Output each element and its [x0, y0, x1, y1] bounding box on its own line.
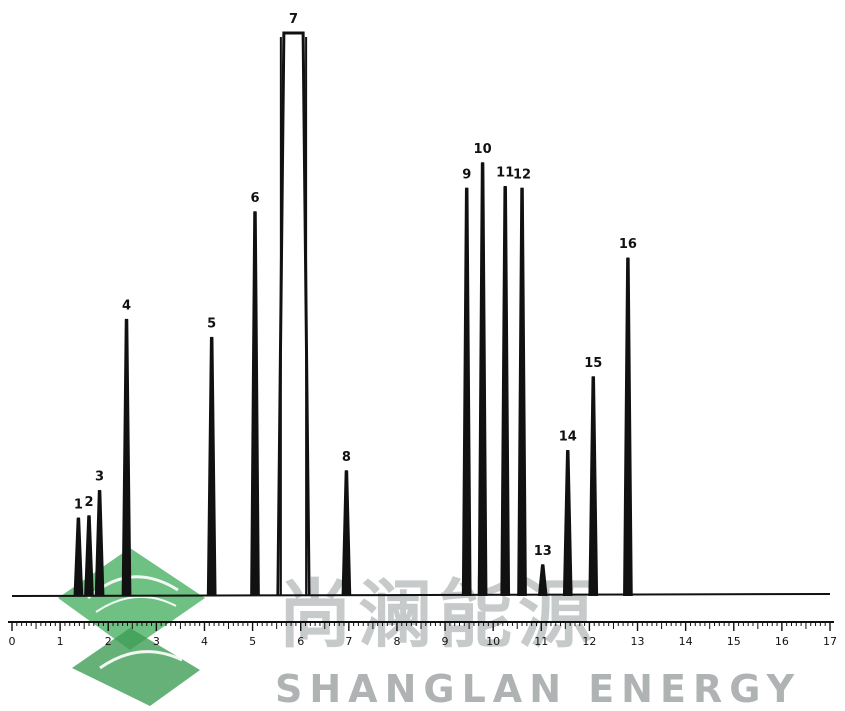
peak-14	[562, 449, 573, 597]
peak-4	[121, 318, 132, 597]
watermark: 尚澜能源 SHANGLAN ENERGY	[58, 548, 801, 711]
x-tick-label: 16	[775, 635, 789, 648]
peak-7	[276, 31, 311, 597]
x-tick-label: 10	[486, 635, 500, 648]
chromatogram-trace	[11, 31, 831, 597]
shanglan-logo-icon	[58, 548, 205, 706]
peak-13	[537, 564, 548, 597]
peak-label-3: 3	[95, 470, 104, 485]
peak-1	[73, 517, 84, 597]
peak-15	[588, 376, 599, 597]
x-tick-label: 14	[679, 635, 693, 648]
peak-11	[500, 185, 511, 597]
peak-label-14: 14	[559, 430, 577, 445]
x-tick-label: 8	[393, 635, 400, 648]
peak-label-11: 11	[496, 166, 514, 181]
x-tick-label: 5	[249, 635, 256, 648]
x-tick-label: 4	[201, 635, 208, 648]
peak-5	[206, 336, 217, 597]
x-tick-label: 6	[297, 635, 304, 648]
x-tick-label: 15	[727, 635, 741, 648]
peak-label-9: 9	[462, 167, 471, 182]
peak-16	[623, 257, 633, 597]
peak-label-4: 4	[122, 299, 131, 314]
peak-label-8: 8	[342, 450, 351, 465]
peak-10	[477, 162, 488, 597]
x-axis: 0 1 2 3 4 5 6 7 8 9 10 11 12 13 14 15 16 17	[8, 621, 837, 648]
baseline	[11, 593, 831, 597]
peak-label-16: 16	[619, 237, 637, 252]
x-tick-label: 17	[823, 635, 837, 648]
peak-label-12: 12	[513, 167, 531, 182]
peak-label-6: 6	[250, 191, 259, 206]
peak-label-13: 13	[534, 544, 552, 559]
peak-label-5: 5	[207, 317, 216, 332]
peak-9	[461, 187, 472, 597]
peak-6	[250, 211, 260, 597]
peak-label-10: 10	[474, 142, 492, 157]
peak-12	[517, 187, 527, 597]
x-tick-label: 0	[9, 635, 16, 648]
x-tick-label: 3	[153, 635, 160, 648]
peak-label-2: 2	[84, 495, 93, 510]
x-tick-label: 12	[582, 635, 596, 648]
x-tick-label: 7	[345, 635, 352, 648]
peak-label-1: 1	[74, 497, 83, 512]
x-tick-label: 1	[57, 635, 64, 648]
peak-8	[341, 470, 352, 597]
peak-label-15: 15	[584, 356, 602, 371]
watermark-chinese: 尚澜能源	[278, 572, 598, 658]
peak-label-7: 7	[289, 12, 298, 27]
peak-2	[84, 515, 94, 597]
peak-3	[94, 489, 105, 597]
x-tick-label: 11	[534, 635, 548, 648]
x-tick-label: 13	[631, 635, 645, 648]
x-tick-label: 9	[442, 635, 449, 648]
watermark-english: SHANGLAN ENERGY	[275, 667, 801, 711]
x-tick-label: 2	[105, 635, 112, 648]
